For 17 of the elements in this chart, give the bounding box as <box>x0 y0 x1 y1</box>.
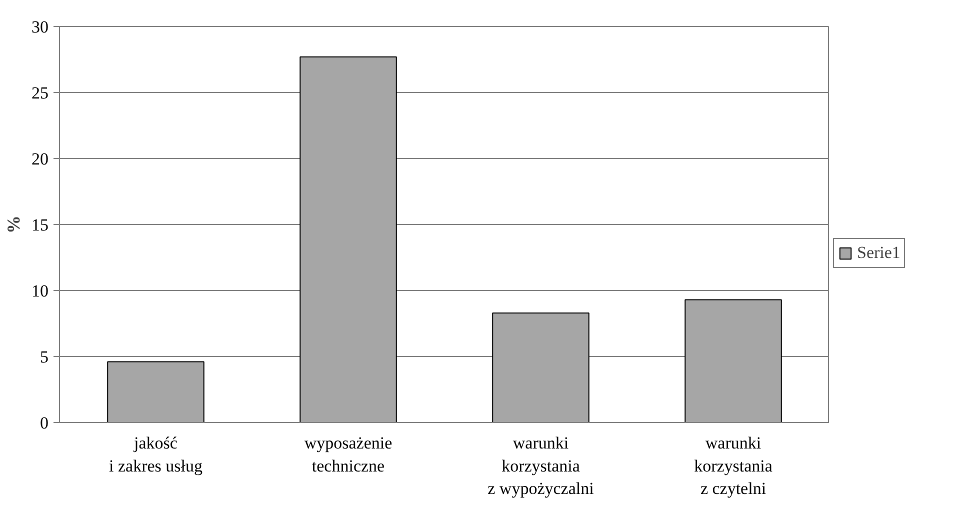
y-axis-title: % <box>4 216 24 234</box>
bar <box>300 56 397 422</box>
x-tick-label: warunki korzystania z czytelni <box>694 434 773 498</box>
bar <box>492 312 590 422</box>
y-tick-label: 5 <box>40 348 48 366</box>
y-tick-label: 0 <box>40 414 48 432</box>
bar <box>107 361 204 422</box>
y-tick-label: 10 <box>32 282 48 300</box>
y-tick-label: 30 <box>32 18 48 36</box>
x-tick-label: warunki korzystania z wypożyczalni <box>488 434 594 498</box>
bar <box>684 299 782 422</box>
x-tick-label: wyposażenie techniczne <box>304 434 392 476</box>
y-tick-label: 20 <box>32 150 48 168</box>
y-tick-label: 15 <box>32 216 48 234</box>
x-tick-label: jakość i zakres usług <box>109 434 203 476</box>
y-tick-label: 25 <box>32 84 48 102</box>
legend-label: Serie1 <box>857 243 900 263</box>
